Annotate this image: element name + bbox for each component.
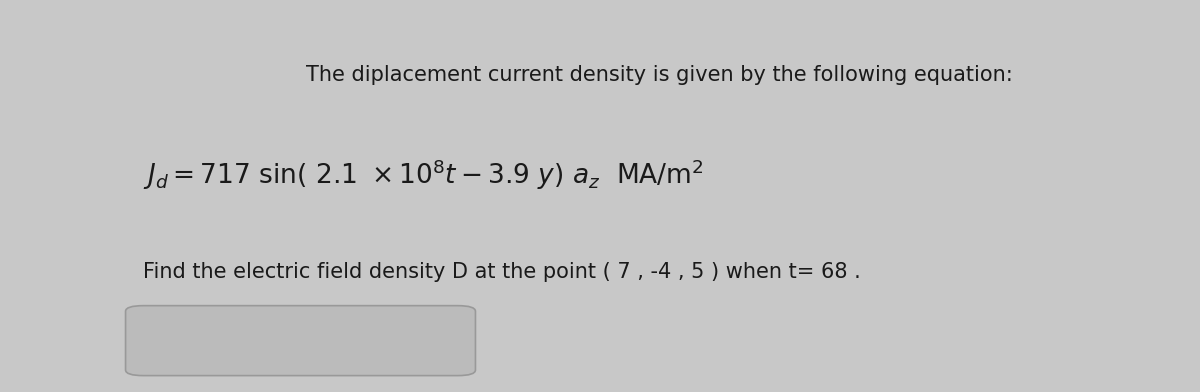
Text: The diplacement current density is given by the following equation:: The diplacement current density is given… (306, 65, 1013, 85)
FancyBboxPatch shape (126, 306, 475, 376)
Text: Find the electric field density D at the point ( 7 , -4 , 5 ) when t= 68 .: Find the electric field density D at the… (143, 261, 862, 281)
Text: $\mathit{J}_d = 717\ \mathrm{sin}(\ 2.1\ \times 10^{8}t - 3.9\ y)\ \mathit{a}_z\: $\mathit{J}_d = 717\ \mathrm{sin}(\ 2.1\… (143, 158, 704, 192)
